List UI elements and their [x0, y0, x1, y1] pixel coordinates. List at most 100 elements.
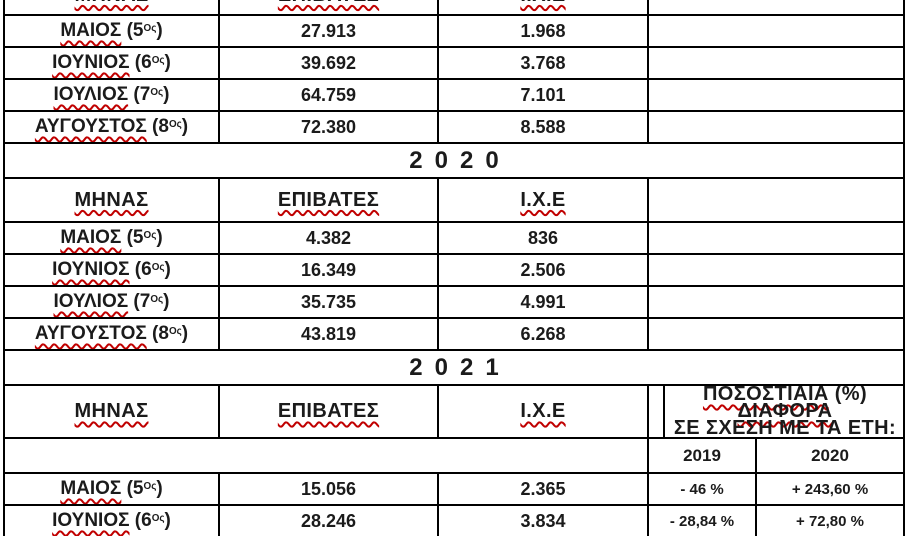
header-month-label: ΜΗΝΑΣ [74, 400, 149, 422]
month-name: ΙΟΥΛΙΟΣ [53, 291, 129, 312]
month-name: ΜΑΙΟΣ [60, 478, 122, 499]
header-cars-label: Ι.Χ.Ε [520, 0, 565, 6]
cars-cell: 7.101 [437, 78, 649, 112]
cars-cell: 6.268 [437, 317, 649, 351]
month-ordinal-pre: (7 [128, 84, 151, 105]
cars-cell: 836 [437, 221, 649, 255]
header-passengers-cell: ΕΠΙΒΑΤΕΣ [218, 384, 439, 439]
header-row-2019: ΜΗΝΑΣ ΕΠΙΒΑΤΕΣ Ι.Χ.Ε [3, 0, 905, 16]
month-ordinal-post: ) [156, 20, 163, 41]
month-name: ΙΟΥΝΙΟΣ [52, 510, 130, 531]
table-row: ΑΥΓΟΥΣΤΟΣ (8Ος) 72.380 8.588 [3, 110, 905, 144]
header-cars-cell: Ι.Χ.Ε [437, 384, 649, 439]
passengers-cell: 16.349 [218, 253, 439, 287]
month-ordinal-sup: Ος [150, 293, 164, 305]
month-ordinal-post: ) [164, 259, 171, 280]
month-name: ΙΟΥΝΙΟΣ [52, 52, 130, 73]
header-month-label: ΜΗΝΑΣ [75, 0, 149, 6]
empty-cell [647, 110, 905, 144]
pct-header-word: ΔΙΑΦΟΡΑ [737, 400, 833, 422]
month-ordinal-sup: Ος [143, 22, 157, 34]
subheader-year-2019-cell: 2019 [647, 437, 757, 474]
pct-vs-2020-cell: + 243,60 % [755, 472, 905, 506]
header-month-label: ΜΗΝΑΣ [74, 188, 149, 211]
month-name: ΙΟΥΛΙΟΣ [53, 84, 129, 105]
month-ordinal-sup: Ος [150, 86, 164, 98]
pct-header-word: ΣΧΕΣΗ [706, 417, 774, 438]
month-ordinal-sup: Ος [143, 480, 157, 492]
table-row: ΜΑΙΟΣ (5Ος) 27.913 1.968 [3, 14, 905, 48]
subheader-row: 2019 2020 [3, 437, 905, 474]
month-name: ΑΥΓΟΥΣΤΟΣ [34, 116, 147, 137]
month-ordinal-post: ) [181, 323, 189, 344]
pct-vs-2019-cell: - 28,84 % [647, 504, 757, 536]
pct-vs-2020-cell: + 72,80 % [755, 504, 905, 536]
month-cell: ΜΑΙΟΣ (5Ος) [3, 472, 220, 506]
pct-header-word: ΕΤΗ [847, 417, 890, 438]
passengers-cell: 4.382 [218, 221, 439, 255]
header-row-2020: ΜΗΝΑΣ ΕΠΙΒΑΤΕΣ Ι.Χ.Ε [3, 177, 905, 223]
header-passengers-cell: ΕΠΙΒΑΤΕΣ [218, 177, 439, 223]
month-ordinal-post: ) [164, 52, 171, 73]
header-cars-label: Ι.Χ.Ε [520, 400, 566, 422]
table-row: ΙΟΥΛΙΟΣ (7Ος) 64.759 7.101 [3, 78, 905, 112]
header-passengers-label: ΕΠΙΒΑΤΕΣ [277, 188, 380, 211]
month-ordinal-pre: (8 [146, 116, 169, 137]
header-month-cell: ΜΗΝΑΣ [3, 177, 220, 223]
table-row: ΙΟΥΝΙΟΣ (6Ος) 16.349 2.506 [3, 253, 905, 287]
header-cars-cell: Ι.Χ.Ε [437, 0, 649, 16]
month-cell: ΙΟΥΛΙΟΣ (7Ος) [3, 78, 220, 112]
month-name: ΑΥΓΟΥΣΤΟΣ [34, 323, 147, 344]
ferry-statistics-table: ΜΗΝΑΣ ΕΠΙΒΑΤΕΣ Ι.Χ.Ε ΜΑΙΟΣ (5Ος) 27.913 … [3, 0, 905, 536]
pct-header-word: : [889, 417, 897, 438]
month-cell: ΜΑΙΟΣ (5Ος) [3, 221, 220, 255]
empty-cell [647, 317, 905, 351]
header-passengers-cell: ΕΠΙΒΑΤΕΣ [218, 0, 439, 16]
subheader-empty-cell [3, 437, 649, 474]
month-cell: ΙΟΥΝΙΟΣ (6Ος) [3, 46, 220, 80]
header-month-cell: ΜΗΝΑΣ [3, 384, 220, 439]
table-row: ΙΟΥΝΙΟΣ (6Ος) 39.692 3.768 [3, 46, 905, 80]
month-name: ΜΑΙΟΣ [60, 227, 122, 248]
empty-cell [647, 78, 905, 112]
year-banner-row-2020: 2020 [3, 142, 905, 179]
month-cell: ΑΥΓΟΥΣΤΟΣ (8Ος) [3, 110, 220, 144]
passengers-cell: 28.246 [218, 504, 439, 536]
empty-cell [647, 221, 905, 255]
pct-vs-2019-cell: - 46 % [647, 472, 757, 506]
month-ordinal-pre: (5 [121, 227, 144, 248]
month-ordinal-sup: Ος [143, 229, 157, 241]
header-empty-cell [647, 0, 905, 16]
pct-difference-header-cell: ΠΟΣΟΣΤΙΑΙΑ (%) ΔΙΑΦΟΡΑ ΣΕ ΣΧΕΣΗ ΜΕ ΤΑ ΕΤ… [647, 384, 905, 439]
month-ordinal-sup: Ος [168, 118, 182, 130]
month-ordinal-post: ) [181, 116, 189, 137]
cars-cell: 2.365 [437, 472, 649, 506]
passengers-cell: 72.380 [218, 110, 439, 144]
header-cars-label: Ι.Χ.Ε [520, 188, 566, 211]
cars-cell: 2.506 [437, 253, 649, 287]
month-ordinal-pre: (7 [128, 291, 151, 312]
passengers-cell: 64.759 [218, 78, 439, 112]
table-row: ΜΑΙΟΣ (5Ος) 4.382 836 [3, 221, 905, 255]
passengers-cell: 43.819 [218, 317, 439, 351]
pct-header-word: (%) [828, 385, 868, 405]
cars-cell: 3.768 [437, 46, 649, 80]
year-banner-2020: 2020 [3, 142, 905, 179]
header-empty-cell [647, 177, 905, 223]
cars-cell: 4.991 [437, 285, 649, 319]
passengers-cell: 39.692 [218, 46, 439, 80]
month-cell: ΙΟΥΝΙΟΣ (6Ος) [3, 504, 220, 536]
month-ordinal-pre: (5 [121, 478, 144, 499]
month-ordinal-post: ) [163, 291, 170, 312]
passengers-cell: 27.913 [218, 14, 439, 48]
header-cars-cell: Ι.Χ.Ε [437, 177, 649, 223]
month-ordinal-post: ) [164, 510, 171, 531]
header-inset-divider [663, 387, 665, 436]
pct-header-word: ΜΕ ΤΑ [773, 417, 848, 438]
month-ordinal-post: ) [163, 84, 170, 105]
table-row: ΑΥΓΟΥΣΤΟΣ (8Ος) 43.819 6.268 [3, 317, 905, 351]
pct-header-word: ΣΕ [673, 417, 707, 438]
month-name: ΜΑΙΟΣ [60, 20, 122, 41]
table-row: ΙΟΥΝΙΟΣ (6Ος) 28.246 3.834 - 28,84 % + 7… [3, 504, 905, 536]
month-cell: ΙΟΥΝΙΟΣ (6Ος) [3, 253, 220, 287]
